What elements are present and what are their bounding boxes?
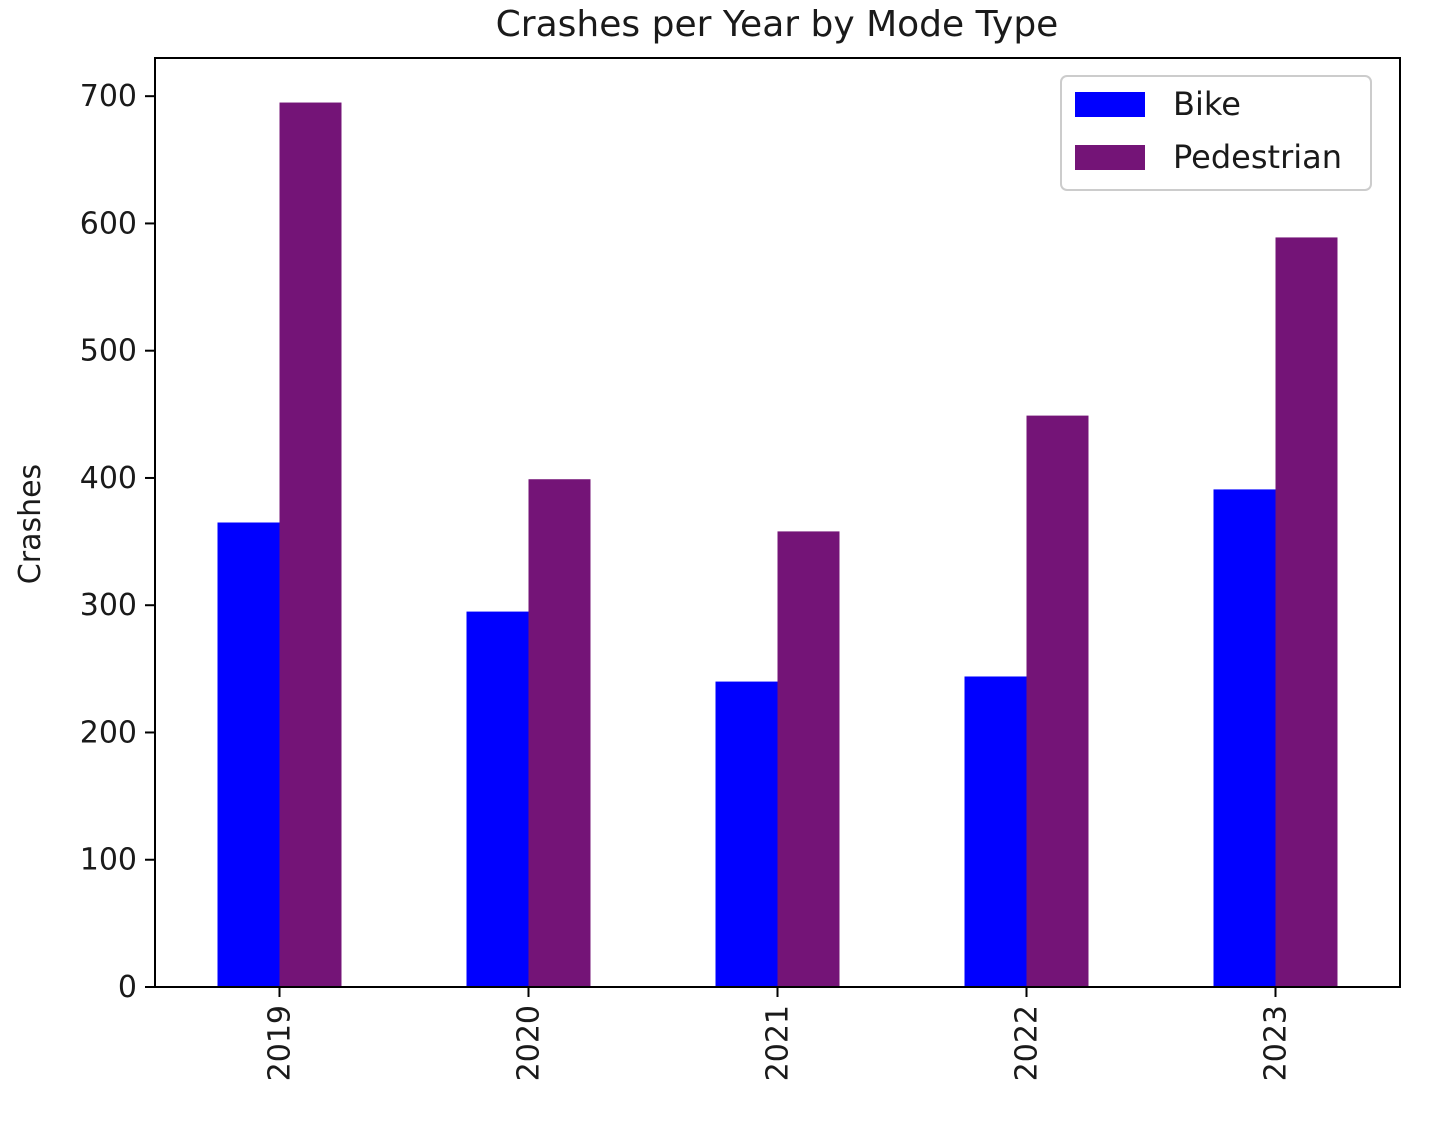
bar-bike-2023 [1213,489,1276,987]
bar-pedestrian-2023 [1275,237,1338,987]
x-tick-label: 2022 [1010,1005,1045,1081]
legend-swatch-pedestrian [1075,145,1145,170]
y-tick-label: 400 [80,461,137,496]
y-tick-label: 0 [118,970,137,1005]
bar-bike-2020 [466,611,529,987]
legend-label-bike: Bike [1173,85,1241,123]
bar-pedestrian-2021 [777,531,840,987]
y-tick-label: 500 [80,334,137,369]
legend-label-pedestrian: Pedestrian [1173,138,1342,176]
y-tick-label: 300 [80,588,137,623]
chart-title: Crashes per Year by Mode Type [496,4,1059,45]
x-tick-label: 2021 [761,1005,796,1081]
y-axis-label: Crashes [13,464,48,584]
bar-bike-2022 [964,676,1027,987]
bar-pedestrian-2022 [1026,415,1089,987]
bars-layer [217,102,1338,988]
axes-layer: 0 100 200 300 400 500 600 700 2019 2020 2021 2022 20… [80,57,1401,1081]
y-tick-label: 200 [80,715,137,750]
legend: Bike Pedestrian [1060,75,1372,191]
legend-swatch-bike [1075,92,1145,117]
x-tick-label: 2020 [512,1005,547,1081]
bar-pedestrian-2019 [279,102,342,988]
x-tick-label: 2019 [263,1005,298,1081]
y-tick-label: 700 [80,79,137,114]
x-tick-label: 2023 [1259,1005,1294,1081]
bar-bike-2021 [715,681,778,987]
bar-pedestrian-2020 [528,479,591,987]
y-tick-label: 100 [80,843,137,878]
bar-bike-2019 [217,522,280,987]
y-tick-label: 600 [80,206,137,241]
